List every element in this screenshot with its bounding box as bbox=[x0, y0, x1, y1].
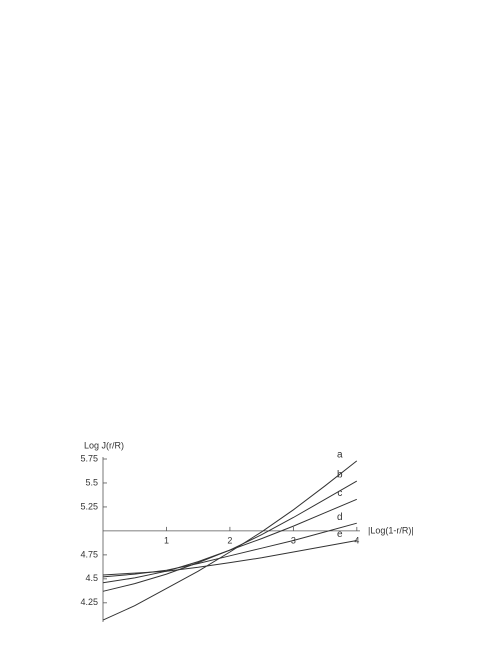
y-tick-label: 4.75 bbox=[80, 549, 98, 559]
series-label: b bbox=[337, 470, 343, 481]
series-label: d bbox=[337, 512, 343, 523]
y-tick-label: 4.25 bbox=[80, 597, 98, 607]
x-tick-label: 1 bbox=[164, 535, 169, 545]
series-label: e bbox=[337, 529, 343, 540]
y-tick-label: 5.75 bbox=[80, 453, 98, 463]
y-tick-label: 5.25 bbox=[80, 501, 98, 511]
series-line bbox=[102, 540, 357, 576]
y-tick-label: 4.5 bbox=[85, 573, 98, 583]
y-tick-label: 5.5 bbox=[85, 477, 98, 487]
series-label: c bbox=[337, 488, 342, 499]
x-tick-label: 2 bbox=[227, 535, 232, 545]
x-axis-title: |Log(1-r/R)| bbox=[368, 525, 414, 535]
series-line bbox=[102, 498, 357, 584]
x-tick-label: 4 bbox=[354, 535, 359, 545]
y-axis-title: Log J(r/R) bbox=[84, 440, 124, 450]
series-line bbox=[102, 460, 358, 621]
series-label: a bbox=[337, 450, 343, 461]
